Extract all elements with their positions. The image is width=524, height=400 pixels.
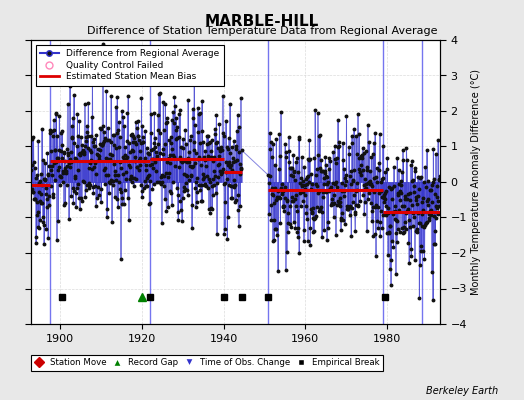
Text: Difference of Station Temperature Data from Regional Average: Difference of Station Temperature Data f… [87, 26, 437, 36]
Text: MARBLE-HILL: MARBLE-HILL [205, 14, 319, 29]
Text: Berkeley Earth: Berkeley Earth [425, 386, 498, 396]
Legend: Station Move, Record Gap, Time of Obs. Change, Empirical Break: Station Move, Record Gap, Time of Obs. C… [31, 355, 383, 371]
Y-axis label: Monthly Temperature Anomaly Difference (°C): Monthly Temperature Anomaly Difference (… [471, 69, 481, 295]
